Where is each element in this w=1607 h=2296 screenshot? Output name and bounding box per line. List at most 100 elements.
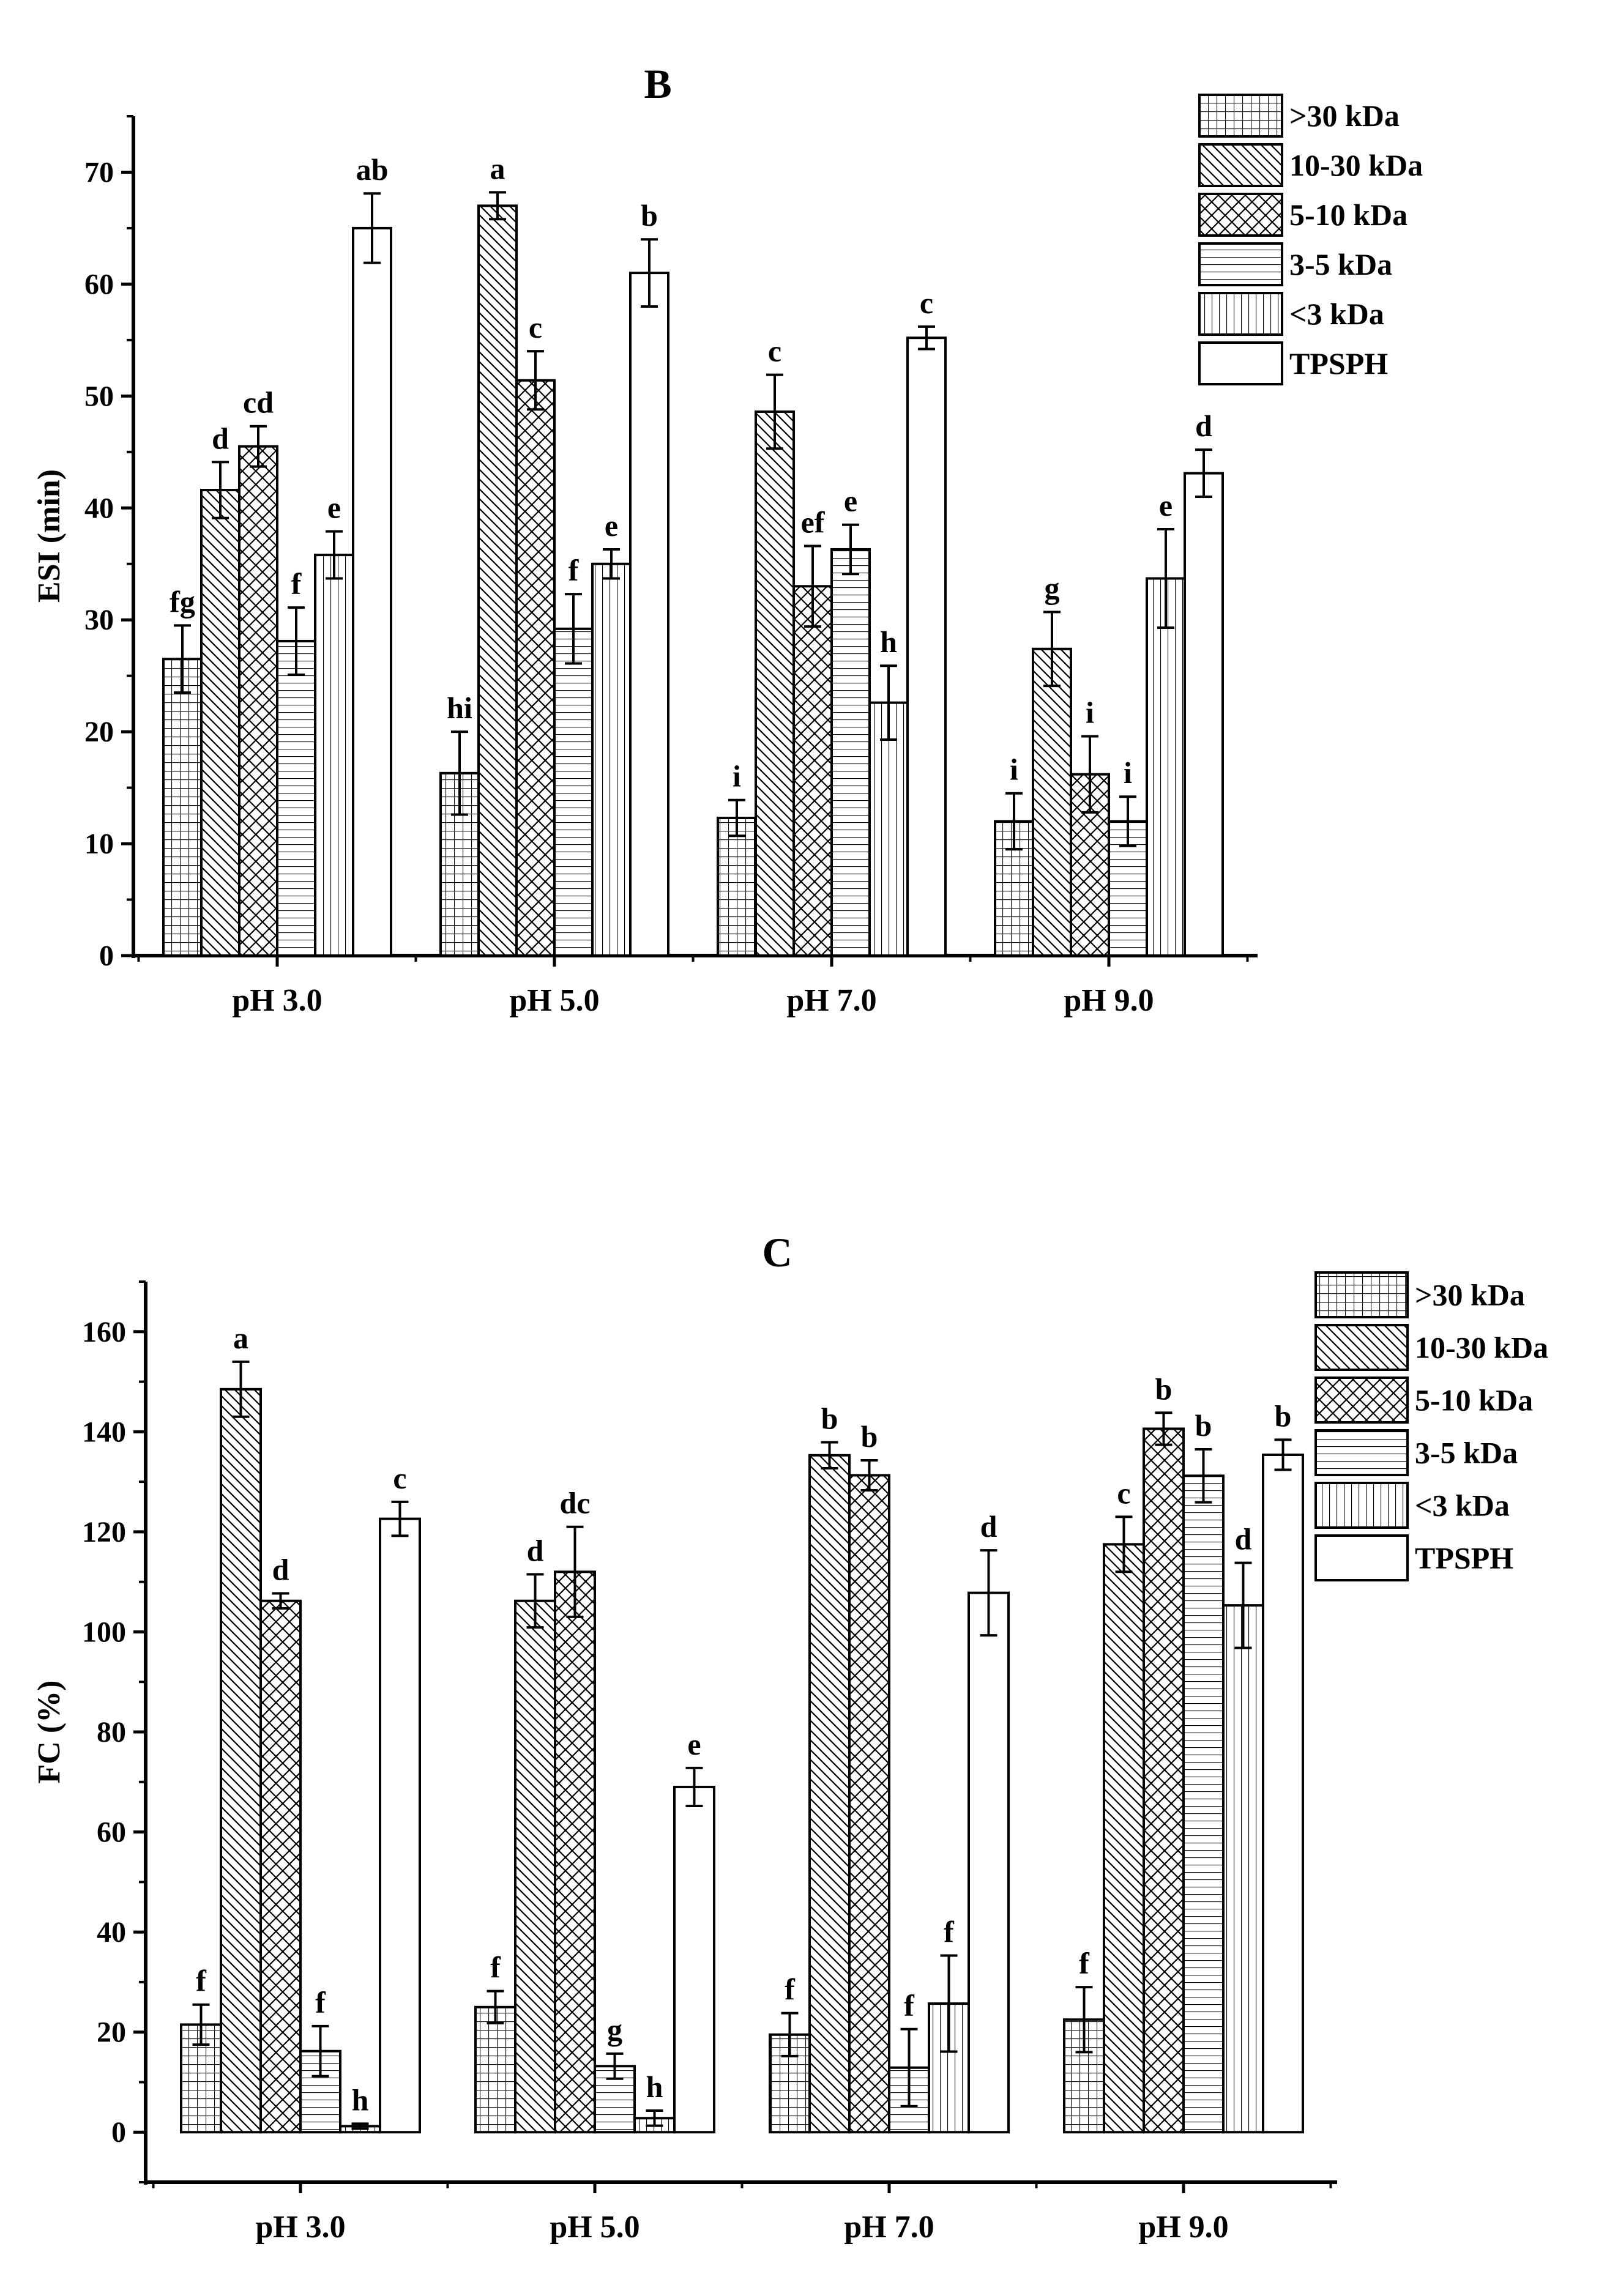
legend-swatch-b xyxy=(1198,143,1283,187)
significance-letter-b: b xyxy=(641,198,658,232)
legend-label-c: <3 kDa xyxy=(1415,1488,1510,1523)
significance-letter-b: d xyxy=(1195,409,1212,443)
significance-letter-c: b xyxy=(821,1402,838,1436)
legend-swatch-c xyxy=(1314,1376,1409,1424)
bar-c xyxy=(474,2005,516,2134)
y-tick-label-c: 20 xyxy=(97,2016,126,2049)
bar-b xyxy=(1184,472,1224,957)
legend-swatch-c xyxy=(1314,1429,1409,1476)
significance-letter-c: d xyxy=(272,1552,289,1586)
bar-c xyxy=(1103,1543,1145,2134)
chart-panel-b: B ESI (min) 0 10 20 30 40 50 60 70 pH 3.0 pH 5.0 p… xyxy=(32,61,1423,1018)
category-label-c: pH 7.0 xyxy=(844,2210,934,2245)
legend-swatch-b xyxy=(1198,292,1283,336)
y-tick-label-c: 40 xyxy=(97,1916,126,1949)
y-tick-label-b: 30 xyxy=(84,604,114,636)
significance-letter-b: i xyxy=(733,759,741,793)
significance-letter-b: f xyxy=(569,553,580,587)
significance-letter-b: g xyxy=(1045,571,1060,605)
y-tick-label-c: 160 xyxy=(82,1316,126,1348)
significance-letter-b: f xyxy=(291,567,302,601)
bar-c xyxy=(968,1591,1010,2134)
bar-c xyxy=(1143,1427,1185,2134)
y-tick-label-c: 140 xyxy=(82,1416,126,1448)
bar-b xyxy=(629,272,669,957)
significance-letter-b: i xyxy=(1086,695,1094,729)
category-label-b: pH 9.0 xyxy=(1064,983,1154,1018)
significance-letter-c: f xyxy=(785,1972,796,2007)
y-tick-label-b: 40 xyxy=(84,492,114,524)
y-axis-label-b: ESI (min) xyxy=(32,469,67,603)
significance-letter-c: f xyxy=(944,1915,955,1949)
category-label-b: pH 7.0 xyxy=(786,983,876,1018)
bar-b xyxy=(162,658,203,957)
legend-label-c: TPSPH xyxy=(1415,1541,1513,1575)
legend-swatch-b xyxy=(1198,242,1283,286)
significance-letter-c: b xyxy=(1195,1408,1212,1443)
significance-letter-c: c xyxy=(1117,1476,1130,1510)
y-tick-label-b: 50 xyxy=(84,380,114,412)
significance-letter-b: e xyxy=(327,491,341,525)
significance-letter-b: e xyxy=(844,484,857,518)
y-tick-label-b: 70 xyxy=(84,156,114,188)
legend-label-c: >30 kDa xyxy=(1415,1278,1525,1312)
legend-swatch-c xyxy=(1314,1534,1409,1581)
y-tick-label-b: 20 xyxy=(84,716,114,748)
significance-letter-c: f xyxy=(315,1985,326,2019)
bar-b xyxy=(200,488,240,957)
legend-label-b: >30 kDa xyxy=(1289,98,1400,133)
bar-c xyxy=(1262,1453,1304,2134)
significance-letter-c: d xyxy=(980,1509,997,1544)
legend-swatch-c xyxy=(1314,1482,1409,1529)
y-tick-label-c: 0 xyxy=(111,2116,126,2149)
bar-c xyxy=(259,1599,302,2134)
significance-letter-c: b xyxy=(861,1419,878,1454)
significance-letter-c: d xyxy=(527,1533,544,1567)
legend-label-b: <3 kDa xyxy=(1289,297,1384,331)
significance-letter-b: cd xyxy=(243,385,274,420)
significance-letter-b: a xyxy=(490,151,505,185)
bar-b xyxy=(477,204,518,957)
significance-letter-b: h xyxy=(880,625,897,659)
legend-label-c: 3-5 kDa xyxy=(1415,1436,1518,1470)
category-label-c: pH 9.0 xyxy=(1138,2210,1228,2245)
significance-letter-c: b xyxy=(1155,1372,1173,1406)
bar-c xyxy=(848,1474,890,2134)
bar-b xyxy=(906,336,947,957)
category-label-c: pH 3.0 xyxy=(255,2210,345,2245)
bar-b xyxy=(717,816,757,957)
axes-c: 0 20 40 60 80 100 120 140 160 pH 3.0 pH 5.0 pH 7.0 p… xyxy=(82,1280,1337,2245)
bar-c xyxy=(1182,1474,1225,2134)
bar-b xyxy=(314,554,354,957)
significance-letter-c: f xyxy=(1079,1946,1090,1980)
bar-c xyxy=(554,1570,596,2134)
significance-letter-b: ef xyxy=(801,505,826,539)
significance-letter-b: i xyxy=(1124,756,1132,790)
bar-b xyxy=(792,585,833,957)
legend-label-c: 5-10 kDa xyxy=(1415,1383,1533,1417)
y-tick-label-b: 0 xyxy=(99,940,114,972)
legend-label-b: 3-5 kDa xyxy=(1289,247,1392,281)
significance-letter-b: c xyxy=(920,286,933,320)
bar-b xyxy=(515,379,556,957)
significance-letter-c: c xyxy=(393,1461,406,1495)
bar-b xyxy=(1146,577,1186,957)
legend-swatch-c xyxy=(1314,1271,1409,1318)
legend-label-c: 10-30 kDa xyxy=(1415,1331,1548,1365)
significance-letter-c: g xyxy=(607,2013,622,2047)
legend-swatch-b xyxy=(1198,94,1283,138)
significance-letter-b: c xyxy=(529,310,542,344)
bar-b xyxy=(238,445,278,957)
significance-letter-c: d xyxy=(1235,1522,1252,1556)
chart-panel-c: C FC (%) 0 20 40 60 80 100 120 140 160 pH 3.0 pH 5… xyxy=(32,1229,1548,2245)
significance-letter-b: i xyxy=(1010,752,1018,787)
legend-swatch-b xyxy=(1198,341,1283,385)
significance-letter-b: c xyxy=(768,334,781,368)
legend-label-b: 5-10 kDa xyxy=(1289,198,1408,232)
bar-c xyxy=(514,1599,556,2134)
bar-c xyxy=(808,1454,851,2134)
category-label-b: pH 5.0 xyxy=(509,983,599,1018)
significance-letter-c: f xyxy=(490,1950,501,1985)
significance-letter-c: dc xyxy=(560,1486,591,1520)
